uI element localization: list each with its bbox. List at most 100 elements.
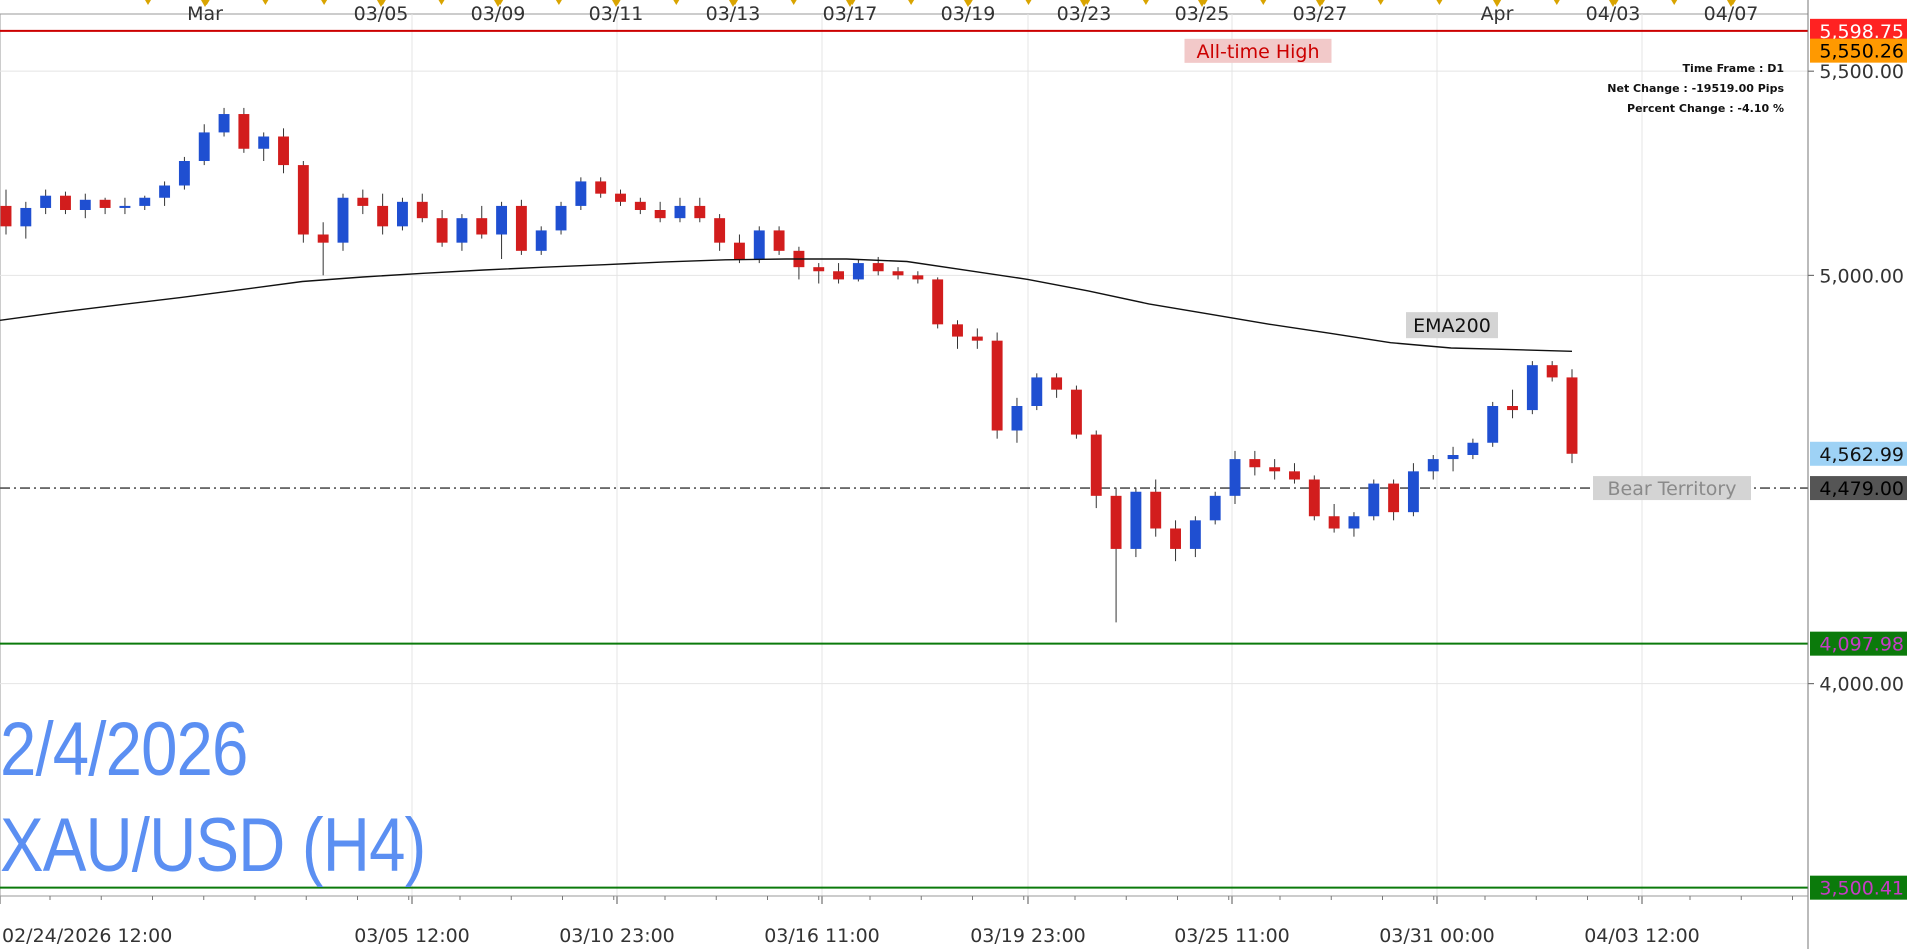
date-watermark: 2/4/2026: [0, 707, 248, 792]
candle-body: [1507, 406, 1518, 411]
top-minor-marker: [1495, 0, 1502, 5]
candle-body: [476, 218, 488, 235]
ema-label-box: [1406, 312, 1498, 339]
candle-body: [1209, 495, 1221, 521]
candle-body: [258, 136, 270, 149]
top-minor-marker: [1612, 0, 1619, 5]
y-tick-label: 4,000.00: [1819, 674, 1904, 696]
top-minor-marker: [1671, 0, 1678, 5]
level-price-tag: [1810, 476, 1907, 501]
x-tick-label: 03/10 23:00: [559, 925, 675, 947]
candle-body: [238, 114, 250, 149]
candle-body: [139, 197, 151, 206]
level-name-box: [1593, 476, 1751, 501]
candle-body: [1031, 377, 1043, 406]
top-minor-marker: [1260, 0, 1267, 5]
current-price-label: 5,550.26: [1819, 41, 1904, 63]
candle-body: [991, 340, 1003, 431]
candle-body: [357, 197, 369, 206]
candle-body: [694, 205, 706, 219]
level-price-label: 4,479.00: [1819, 478, 1904, 500]
candle-body: [1467, 442, 1479, 455]
candle-body: [119, 205, 131, 208]
candle-body: [674, 205, 686, 219]
top-minor-marker: [1377, 0, 1384, 5]
candle-body: [852, 263, 864, 280]
top-minor-marker: [262, 0, 269, 5]
candle-body: [971, 336, 983, 341]
top-minor-marker: [1319, 0, 1325, 5]
x-tick-label: 03/19 23:00: [970, 925, 1086, 947]
percent-change-label: Percent Change : -4.10 %: [1627, 102, 1784, 115]
candle-body: [1051, 377, 1063, 390]
candlestick-series: [0, 107, 1578, 623]
x-tick-label: 04/03 12:00: [1584, 925, 1700, 947]
top-tick-label: Mar: [187, 3, 223, 25]
top-minor-marker: [1201, 0, 1208, 5]
x-tick-label: 03/16 11:00: [764, 925, 880, 947]
candle-body: [1566, 377, 1578, 454]
horizontal-levels: All-time High Bear Territory EMA200: [0, 29, 1808, 889]
candle-body: [1289, 471, 1300, 480]
ema200-line: [0, 258, 1573, 352]
level-price-tag: [1810, 875, 1907, 900]
top-minor-marker: [849, 0, 856, 5]
net-change-label: Net Change : -19519.00 Pips: [1607, 82, 1784, 95]
candle-body: [456, 218, 468, 243]
level-price-label: 4,097.98: [1819, 634, 1904, 656]
candle-body: [1170, 528, 1181, 549]
top-tick-label: 03/05: [354, 3, 409, 25]
candle-body: [1447, 455, 1459, 460]
candle-body: [297, 165, 309, 235]
level-price-label: 5,598.75: [1819, 21, 1904, 43]
candle-body: [1348, 516, 1360, 529]
level-name-label: Bear Territory: [1608, 478, 1737, 500]
top-minor-marker: [673, 0, 680, 5]
candle-body: [1011, 406, 1023, 431]
top-tick-label: 03/11: [589, 3, 644, 25]
top-tick-label: 04/07: [1704, 3, 1759, 25]
y-tick-label: 5,500.00: [1819, 61, 1904, 83]
candle-body: [79, 199, 91, 210]
top-tick-label: Apr: [1481, 3, 1514, 25]
candle-body: [1407, 471, 1419, 513]
top-tick-label: 04/03: [1586, 3, 1641, 25]
candle-body: [1427, 459, 1439, 472]
candle-body: [278, 136, 289, 166]
time-frame-label: Time Frame : D1: [1682, 62, 1784, 75]
candle-body: [377, 205, 389, 227]
candle-body: [872, 263, 884, 272]
top-minor-marker: [1729, 0, 1736, 5]
candle-body: [714, 218, 726, 243]
level-name-label: All-time High: [1196, 41, 1319, 63]
candle-body: [198, 132, 210, 161]
candle-body: [892, 271, 904, 276]
candle-body: [159, 185, 171, 198]
candle-body: [1526, 365, 1538, 411]
candle-body: [912, 275, 924, 280]
level-price-label: 3,500.41: [1819, 878, 1904, 900]
candle-body: [0, 205, 12, 227]
x-tick-label: 03/31 00:00: [1379, 925, 1495, 947]
top-tick-label: 03/25: [1175, 3, 1230, 25]
top-minor-marker: [614, 0, 621, 5]
level-price-tag: [1810, 631, 1907, 656]
top-minor-marker: [203, 0, 210, 5]
ema-label: EMA200: [1413, 315, 1491, 337]
top-minor-marker: [145, 0, 151, 5]
candle-body: [595, 181, 607, 194]
candle-body: [615, 193, 626, 202]
top-minor-marker: [790, 0, 797, 5]
price-tags: 5,598.75 4,479.00 4,097.98 3,500.41 5,550.26…: [1810, 18, 1907, 900]
candle-body: [515, 205, 527, 251]
top-minor-marker: [379, 0, 386, 5]
candle-body: [733, 242, 745, 259]
top-tick-label: 03/17: [823, 3, 878, 25]
candle-body: [1368, 483, 1380, 517]
candle-body: [952, 324, 963, 337]
x-tick-label: 02/24/2026 12:00: [2, 925, 172, 947]
current-price-tag: [1810, 38, 1907, 63]
candle-body: [1229, 459, 1241, 496]
